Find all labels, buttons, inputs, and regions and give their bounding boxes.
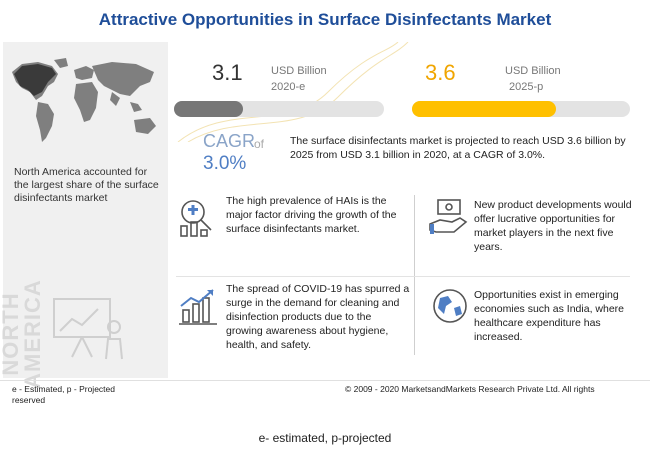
world-map-icon	[12, 58, 156, 142]
footer-legend: e - Estimated, p - Projected	[12, 384, 115, 394]
card-emerging-economies: Opportunities exist in emerging economie…	[474, 289, 624, 343]
decorative-lines	[177, 42, 409, 142]
money-hand-icon	[429, 199, 468, 234]
card-new-products: New product developments would offer luc…	[474, 199, 632, 253]
progress-fill-2025	[412, 101, 556, 117]
image-caption: e- estimated, p-projected	[258, 431, 392, 445]
north-america-summary: North America accounted for the largest …	[14, 166, 159, 204]
market-year-2020: 2020-e	[271, 81, 306, 93]
cagr-label: CAGR	[203, 131, 256, 151]
cagr-value: 3.0%	[203, 153, 247, 174]
footer-copyright: © 2009 - 2020 MarketsandMarkets Research…	[345, 384, 595, 394]
market-unit-2020: USD Billion	[271, 65, 327, 77]
card-divider-vertical	[414, 195, 415, 355]
page-title: Attractive Opportunities in Surface Disi…	[98, 10, 552, 29]
card-divider-horizontal	[176, 276, 630, 277]
progress-bar-2020	[174, 101, 384, 117]
card-hai-driver: The high prevalence of HAIs is the major…	[226, 195, 397, 235]
market-year-2025: 2025-p	[509, 81, 544, 93]
market-value-2025: 3.6	[425, 60, 456, 85]
progress-bar-2025	[412, 101, 630, 117]
presentation-board-icon	[53, 298, 123, 360]
footer-divider	[0, 380, 650, 381]
growth-chart-icon	[179, 289, 217, 325]
market-value-2020: 3.1	[212, 60, 243, 85]
projection-text: The surface disinfectants market is proj…	[290, 135, 626, 161]
globe-icon	[433, 289, 467, 323]
cagr-of: of	[254, 137, 265, 151]
hospital-chart-icon	[180, 200, 212, 237]
card-covid-demand: The spread of COVID-19 has spurred a sur…	[226, 283, 410, 351]
north-america-watermark: NORTH AMERICA	[0, 279, 45, 389]
footer-reserved: reserved	[12, 395, 46, 405]
progress-fill-2020	[174, 101, 244, 117]
market-unit-2025: USD Billion	[505, 65, 561, 77]
